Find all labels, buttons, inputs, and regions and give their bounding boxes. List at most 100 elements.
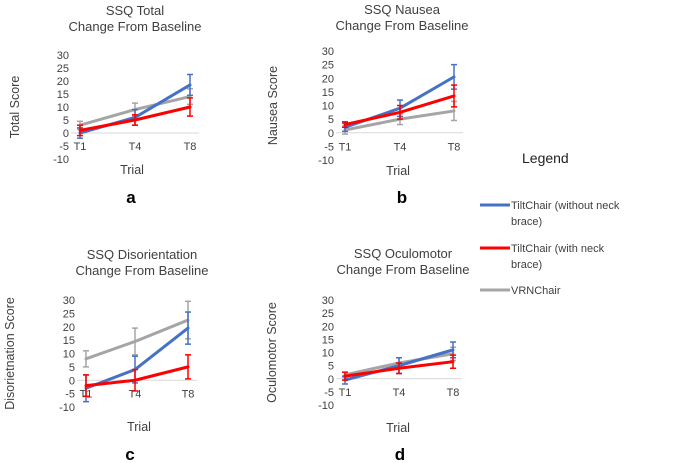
y-tick-label: 0 — [63, 128, 69, 140]
legend-entry-label: VRNChair — [511, 285, 561, 297]
data-point — [133, 118, 137, 122]
chart-title-line: Change From Baseline — [69, 19, 202, 34]
chart-title-line: Change From Baseline — [76, 263, 209, 278]
data-point — [84, 357, 88, 361]
x-axis-title: Trial — [127, 420, 151, 434]
data-point — [188, 105, 192, 109]
y-tick-label: 10 — [57, 102, 69, 114]
y-tick-label: 15 — [322, 334, 334, 346]
series-tiltchair-with-brace — [77, 97, 193, 137]
chart-title-line: Change From Baseline — [337, 262, 470, 277]
y-tick-label: 5 — [63, 115, 69, 127]
data-point — [451, 360, 455, 363]
y-tick-label: 5 — [69, 362, 75, 374]
legend-entry-label: TiltChair (with neck — [511, 243, 605, 255]
y-tick-label: 10 — [322, 348, 334, 360]
y-tick-label: 20 — [63, 322, 75, 334]
data-point — [188, 83, 192, 87]
data-point — [451, 348, 455, 352]
x-tick-label: T1 — [339, 141, 352, 153]
x-tick-label: T1 — [74, 141, 87, 153]
x-axis-title: Trial — [386, 164, 410, 178]
legend-entry-label: brace) — [511, 259, 542, 271]
y-tick-label: 25 — [322, 308, 334, 320]
y-tick-label: -10 — [318, 400, 334, 412]
y-tick-label: 25 — [322, 60, 334, 72]
series-tiltchair-with-brace — [342, 354, 456, 381]
panel-letter: d — [395, 445, 405, 463]
x-tick-label: T8 — [447, 387, 460, 399]
x-tick-label: T8 — [184, 141, 197, 153]
chart-title-line: SSQ Oculomotor — [354, 246, 453, 261]
y-tick-label: 5 — [328, 114, 334, 126]
y-tick-label: -10 — [318, 155, 334, 167]
y-tick-label: 0 — [328, 128, 334, 140]
legend-entry-label: brace) — [511, 216, 542, 228]
y-tick-label: -5 — [324, 387, 334, 399]
y-tick-label: 10 — [322, 101, 334, 113]
data-point — [133, 340, 137, 343]
y-tick-label: 30 — [57, 50, 69, 62]
series-tiltchair-with-brace — [83, 354, 191, 398]
data-point — [452, 109, 456, 113]
chart-title-line: SSQ Disorientation — [87, 247, 198, 262]
legend: Legend TiltChair (without neck brace) TiltC… — [480, 150, 620, 297]
chart-title-line: SSQ Total — [106, 3, 164, 18]
x-axis-title: Trial — [386, 421, 410, 435]
y-tick-label: 15 — [322, 87, 334, 99]
y-tick-label: 30 — [322, 46, 334, 58]
chart-title-line: Change From Baseline — [336, 18, 469, 33]
data-point — [186, 326, 190, 330]
y-tick-label: -10 — [53, 154, 69, 166]
data-point — [78, 129, 82, 132]
panel-letter: a — [126, 188, 136, 207]
y-tick-label: 15 — [63, 335, 75, 347]
legend-entry-label: TiltChair (without neck — [511, 200, 620, 212]
y-tick-label: 15 — [57, 89, 69, 101]
y-tick-label: 0 — [328, 374, 334, 386]
x-tick-label: T4 — [129, 389, 142, 401]
data-point — [133, 379, 137, 382]
y-tick-label: -5 — [59, 141, 69, 153]
x-tick-label: T4 — [129, 141, 142, 153]
y-axis-title: Total Score — [8, 76, 22, 139]
y-tick-label: -5 — [324, 141, 334, 153]
y-tick-label: 30 — [322, 295, 334, 307]
y-axis-title: Disorietnation Score — [3, 297, 17, 410]
panel-letter: c — [125, 445, 134, 463]
y-tick-label: 30 — [63, 295, 75, 307]
y-tick-label: 20 — [57, 76, 69, 88]
chart-title-line: SSQ Nausea — [364, 2, 441, 17]
x-tick-label: T4 — [393, 387, 406, 399]
y-tick-label: 10 — [63, 349, 75, 361]
y-tick-label: 20 — [322, 73, 334, 85]
y-tick-label: 5 — [328, 361, 334, 373]
x-tick-label: T8 — [182, 389, 195, 401]
y-tick-label: 25 — [63, 308, 75, 320]
data-point — [343, 123, 347, 126]
y-tick-label: 20 — [322, 321, 334, 333]
y-tick-label: -5 — [65, 389, 75, 401]
x-tick-label: T8 — [448, 141, 461, 153]
panel-letter: b — [397, 188, 407, 207]
y-axis-title: Nausea Score — [266, 66, 280, 145]
y-tick-label: 0 — [69, 375, 75, 387]
x-tick-label: T4 — [394, 141, 407, 153]
series-tiltchair-with-brace — [342, 84, 457, 129]
data-point — [398, 111, 402, 114]
data-point — [84, 384, 88, 387]
data-point — [452, 94, 456, 98]
series-vrnchair — [83, 300, 191, 368]
data-point — [397, 367, 401, 370]
y-tick-label: 25 — [57, 63, 69, 75]
data-point — [343, 374, 347, 378]
data-point — [186, 365, 190, 369]
x-axis-title: Trial — [120, 163, 144, 177]
y-axis-title: Oculomotor Score — [265, 302, 279, 403]
data-point — [452, 75, 456, 79]
x-tick-label: T1 — [339, 387, 352, 399]
